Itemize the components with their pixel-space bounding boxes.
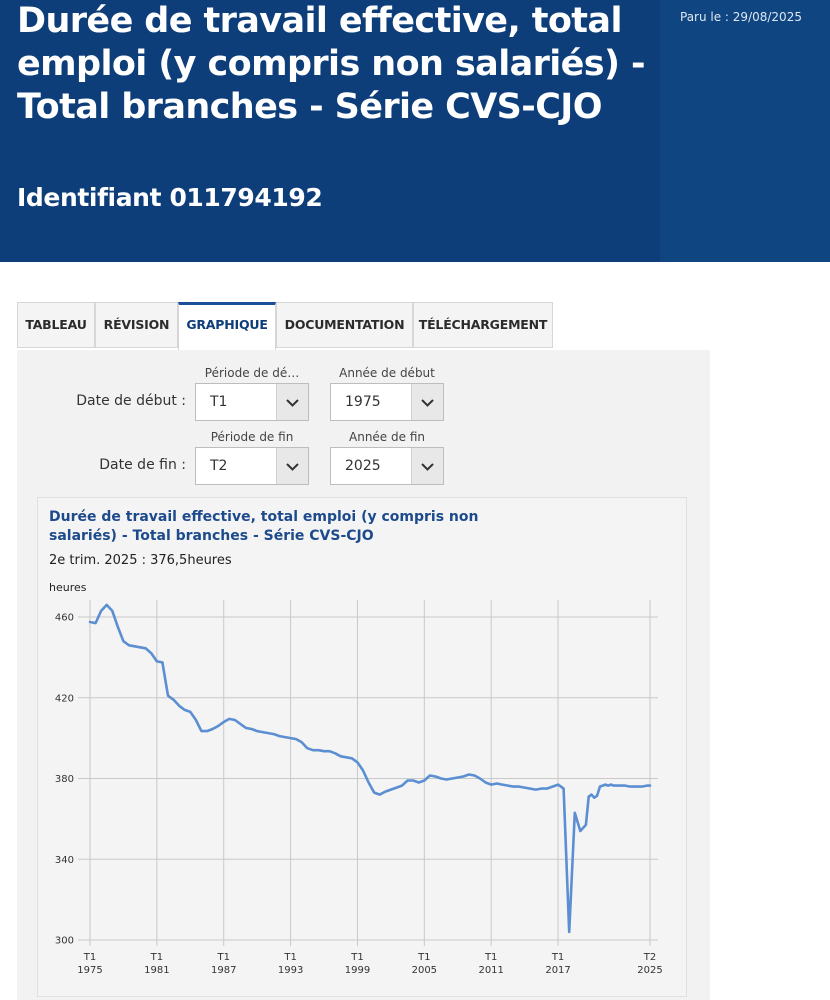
- y-tick-label: 460: [55, 613, 74, 624]
- start-period-value: T1: [210, 394, 228, 410]
- end-year-value: 2025: [345, 458, 381, 474]
- end-year-label: Année de fin: [349, 430, 425, 444]
- tab-documentation[interactable]: DOCUMENTATION: [276, 302, 413, 348]
- x-tick-period: T1: [83, 952, 96, 963]
- series-identifier: Identifiant 011794192: [17, 183, 323, 212]
- start-year-value: 1975: [345, 394, 381, 410]
- x-tick-year: 2025: [637, 965, 662, 976]
- end-year-select[interactable]: 2025: [330, 447, 444, 485]
- x-tick-year: 2005: [412, 965, 437, 976]
- y-tick-label: 380: [55, 774, 74, 785]
- end-period-label: Période de fin: [210, 430, 294, 444]
- chevron-down-icon: [276, 448, 308, 484]
- x-tick-year: 1975: [77, 965, 102, 976]
- start-period-select[interactable]: T1: [195, 383, 309, 421]
- end-period-select[interactable]: T2: [195, 447, 309, 485]
- page-header: [0, 0, 830, 262]
- y-tick-label: 420: [55, 693, 74, 704]
- x-tick-year: 2011: [478, 965, 503, 976]
- start-year-label: Année de début: [339, 366, 435, 380]
- tab-revision[interactable]: RÉVISION: [95, 302, 178, 348]
- start-date-label: Date de début :: [76, 393, 186, 409]
- x-tick-period: T1: [283, 952, 296, 963]
- start-period-label: Période de dé…: [204, 366, 300, 380]
- chevron-down-icon: [411, 384, 443, 420]
- publication-date: Paru le : 29/08/2025: [680, 10, 802, 24]
- x-tick-period: T1: [551, 952, 564, 963]
- end-period-value: T2: [210, 458, 228, 474]
- end-date-label: Date de fin :: [99, 457, 186, 473]
- y-tick-label: 300: [55, 936, 74, 947]
- chart-container: [37, 497, 687, 997]
- tab-telechargement[interactable]: TÉLÉCHARGEMENT: [413, 302, 553, 348]
- y-tick-label: 340: [55, 855, 74, 866]
- x-tick-year: 1999: [345, 965, 370, 976]
- x-tick-period: T1: [484, 952, 497, 963]
- x-tick-period: T1: [150, 952, 163, 963]
- tab-tableau[interactable]: TABLEAU: [17, 302, 95, 348]
- x-tick-year: 1987: [211, 965, 236, 976]
- chart-title: Durée de travail effective, total emploi…: [49, 509, 479, 544]
- y-axis-unit: heures: [49, 581, 87, 594]
- last-value-label: 2e trim. 2025 : 376,5heures: [49, 553, 232, 568]
- start-year-select[interactable]: 1975: [330, 383, 444, 421]
- x-tick-period: T1: [216, 952, 229, 963]
- x-tick-year: 1993: [278, 965, 303, 976]
- x-tick-period: T1: [417, 952, 430, 963]
- header-aside: [660, 0, 830, 262]
- series-line: [88, 603, 652, 934]
- x-tick-period: T2: [643, 952, 656, 963]
- chevron-down-icon: [276, 384, 308, 420]
- tab-graphique[interactable]: GRAPHIQUE: [178, 302, 276, 351]
- page-title: Durée de travail effective, total emploi…: [17, 1, 646, 127]
- x-tick-period: T1: [350, 952, 363, 963]
- x-tick-year: 1981: [144, 965, 169, 976]
- x-tick-year: 2017: [545, 965, 570, 976]
- chevron-down-icon: [411, 448, 443, 484]
